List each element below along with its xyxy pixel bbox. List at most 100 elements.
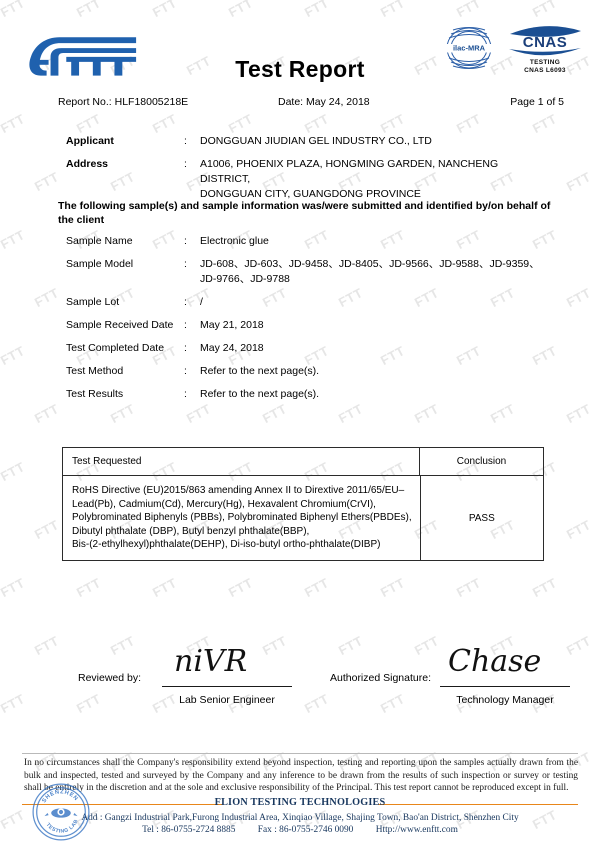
sample-model-value-line-2: JD-9766、JD-9788 xyxy=(200,273,290,285)
sample-received-date-label: Sample Received Date xyxy=(66,319,174,331)
watermark-ftt: FTT xyxy=(335,400,366,427)
test-method-colon: : xyxy=(184,365,187,377)
watermark-ftt: FTT xyxy=(149,574,180,601)
sample-model-colon: : xyxy=(184,258,187,270)
report-meta-row: Report No.: HLF18005218E Date: May 24, 2… xyxy=(30,96,570,114)
test-results-colon: : xyxy=(184,388,187,400)
cnas-mark-icon: CNAS xyxy=(509,26,581,56)
reviewed-by-label: Reviewed by: xyxy=(78,672,142,684)
company-rule-right xyxy=(378,804,578,805)
watermark-ftt: FTT xyxy=(31,400,62,427)
company-name-bar: FLION TESTING TECHNOLOGIES xyxy=(22,797,578,810)
watermark-ftt: FTT xyxy=(31,168,62,195)
footer-divider xyxy=(22,753,578,754)
watermark-ftt: FTT xyxy=(0,226,28,253)
watermark-ftt: FTT xyxy=(453,110,484,137)
requested-line-3: Polybrominated Biphenyls (PBBs), Polybro… xyxy=(72,512,412,524)
disclaimer-text: In no circumstances shall the Company's … xyxy=(24,758,578,794)
reviewed-by-role: Lab Senior Engineer xyxy=(179,694,275,706)
page-title: Test Report xyxy=(235,56,365,82)
authorized-signature-mark: Chase xyxy=(448,644,542,679)
watermark-ftt: FTT xyxy=(377,110,408,137)
watermark-ftt: FTT xyxy=(453,574,484,601)
applicant-colon: : xyxy=(184,135,187,147)
sample-lot-colon: : xyxy=(184,296,187,308)
watermark-ftt: FTT xyxy=(563,400,594,427)
accreditation-logos: ilac-MRA CNAS TESTING CNAS L6093 xyxy=(438,24,584,75)
footer-address: Add : Gangzi Industrial Park,Furong Indu… xyxy=(81,813,519,823)
sample-received-date-value: May 21, 2018 xyxy=(200,319,264,331)
cnas-testing-label: TESTING xyxy=(529,59,561,66)
cnas-logo: CNAS TESTING CNAS L6093 xyxy=(506,24,584,75)
watermark-ftt: FTT xyxy=(487,400,518,427)
watermark-ftt: FTT xyxy=(0,574,28,601)
address-label: Address xyxy=(66,158,109,170)
test-requested-table: Test Requested Conclusion RoHS Directive… xyxy=(62,447,544,562)
footer-contact: Tel : 86-0755-2724 8885 Fax : 86-0755-27… xyxy=(0,825,600,835)
watermark-ftt: FTT xyxy=(259,400,290,427)
authorized-signature-label: Authorized Signature: xyxy=(330,672,431,684)
report-date: Date: May 24, 2018 xyxy=(278,96,370,108)
table-header-row: Test Requested Conclusion xyxy=(63,448,543,477)
watermark-ftt: FTT xyxy=(183,400,214,427)
sample-model-label: Sample Model xyxy=(66,258,134,270)
footer-website[interactable]: Http://www.enftt.com xyxy=(375,825,458,835)
watermark-ftt: FTT xyxy=(73,574,104,601)
column-header-conclusion: Conclusion xyxy=(456,456,507,468)
watermark-ftt: FTT xyxy=(225,110,256,137)
sample-lot-label: Sample Lot xyxy=(66,296,120,308)
page-number: Page 1 of 5 xyxy=(510,96,564,108)
cnas-code-label: CNAS L6093 xyxy=(524,67,566,75)
watermark-ftt: FTT xyxy=(301,110,332,137)
footer-tel: Tel : 86-0755-2724 8885 xyxy=(142,825,236,835)
watermark-ftt: FTT xyxy=(529,110,560,137)
sample-lot-value: / xyxy=(200,296,203,308)
watermark-ftt: FTT xyxy=(107,168,138,195)
submission-statement: The following sample(s) and sample infor… xyxy=(58,200,551,226)
table-row: RoHS Directive (EU)2015/863 amending Ann… xyxy=(63,476,543,561)
applicant-label: Applicant xyxy=(66,135,114,147)
test-completed-date-value: May 24, 2018 xyxy=(200,342,264,354)
test-completed-date-label: Test Completed Date xyxy=(66,342,165,354)
watermark-ftt: FTT xyxy=(225,574,256,601)
address-line-2: DONGGUAN CITY, GUANGDONG PROVINCE xyxy=(200,188,421,200)
sample-name-value: Electronic glue xyxy=(200,235,269,247)
reviewed-by-signature: niVR xyxy=(174,644,248,679)
signature-section: Reviewed by: niVR Lab Senior Engineer Au… xyxy=(0,644,600,720)
watermark-ftt: FTT xyxy=(31,284,62,311)
reviewed-by-signature-line xyxy=(162,686,292,687)
test-results-value: Refer to the next page(s). xyxy=(200,388,320,400)
requested-line-1: RoHS Directive (EU)2015/863 amending Ann… xyxy=(72,485,405,497)
conclusion-cell: PASS xyxy=(468,512,495,524)
footer-fax: Fax : 86-0755-2746 0090 xyxy=(257,825,354,835)
watermark-ftt: FTT xyxy=(529,574,560,601)
test-requested-cell: RoHS Directive (EU)2015/863 amending Ann… xyxy=(63,476,421,561)
watermark-ftt: FTT xyxy=(149,110,180,137)
watermark-ftt: FTT xyxy=(563,516,594,543)
report-number: Report No.: HLF18005218E xyxy=(58,96,189,108)
address-colon: : xyxy=(184,158,187,170)
watermark-ftt: FTT xyxy=(0,110,28,137)
requested-line-5: Bis-(2-ethylhexyl)phthalate(DEHP), Di-is… xyxy=(72,539,381,551)
watermark-ftt: FTT xyxy=(31,516,62,543)
watermark-ftt: FTT xyxy=(107,400,138,427)
watermark-ftt: FTT xyxy=(563,168,594,195)
ftt-logo-icon xyxy=(24,26,142,78)
watermark-ftt: FTT xyxy=(411,400,442,427)
watermark-ftt: FTT xyxy=(0,342,28,369)
address-line-1: A1006, PHOENIX PLAZA, HONGMING GARDEN, N… xyxy=(200,158,499,185)
watermark-ftt: FTT xyxy=(73,110,104,137)
authorized-signature-role: Technology Manager xyxy=(456,694,554,706)
ilac-mra-logo-icon: ilac-MRA xyxy=(438,24,500,72)
sample-name-label: Sample Name xyxy=(66,235,133,247)
test-completed-date-colon: : xyxy=(184,342,187,354)
report-header: Test Report xyxy=(0,0,600,86)
watermark-ftt: FTT xyxy=(0,458,28,485)
svg-text:ilac-MRA: ilac-MRA xyxy=(453,44,486,53)
authorized-signature-line xyxy=(440,686,570,687)
sample-model-value-line-1: JD-608、JD-603、JD-9458、JD-8405、JD-9566、JD… xyxy=(200,258,540,270)
sample-name-colon: : xyxy=(184,235,187,247)
applicant-value: DONGGUAN JIUDIAN GEL INDUSTRY CO., LTD xyxy=(200,135,432,147)
test-method-value: Refer to the next page(s). xyxy=(200,365,320,377)
